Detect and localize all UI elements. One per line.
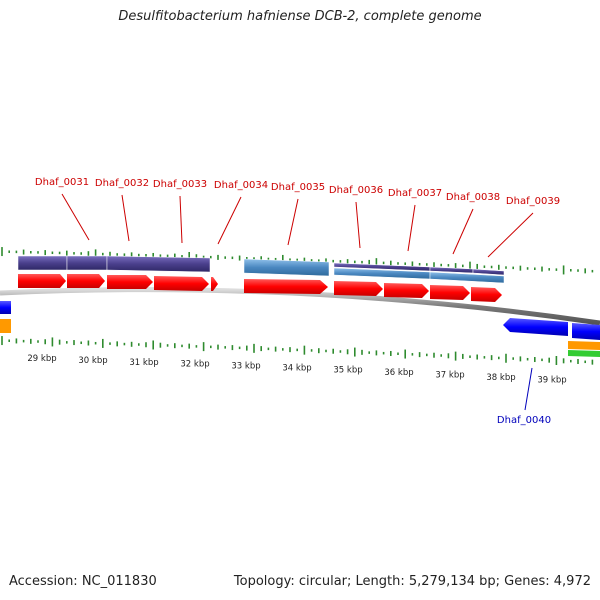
feature-block bbox=[568, 350, 600, 357]
cds-arrow bbox=[503, 318, 568, 336]
gene-label[interactable]: Dhaf_0031 bbox=[35, 177, 89, 188]
cds-arrow bbox=[244, 279, 328, 294]
gene-leader-line bbox=[355, 201, 361, 249]
gene-labels: Dhaf_0031 Dhaf_0032 Dhaf_0033 Dhaf_0034 Dhaf… bbox=[35, 177, 560, 426]
cds-arrow bbox=[334, 281, 383, 296]
gene-leader-line bbox=[407, 204, 416, 252]
forward-cds-track bbox=[18, 274, 502, 302]
gene-leader-line bbox=[452, 208, 474, 255]
gene-leader-line bbox=[61, 193, 90, 241]
feature-block bbox=[243, 258, 330, 277]
feature-track bbox=[17, 255, 505, 284]
scale-tick-label: 35 kbp bbox=[333, 365, 362, 375]
cds-arrow bbox=[471, 287, 502, 302]
gene-leader-line bbox=[524, 367, 533, 411]
gene-leader-line bbox=[121, 194, 130, 242]
cds-arrow bbox=[430, 285, 470, 300]
gene-label[interactable]: Dhaf_0038 bbox=[446, 192, 500, 203]
topology-label: Topology: circular; Length: 5,279,134 bp… bbox=[233, 574, 591, 589]
gene-label[interactable]: Dhaf_0033 bbox=[153, 179, 207, 190]
scale-tick-label: 33 kbp bbox=[231, 362, 260, 372]
extra-features bbox=[0, 319, 600, 357]
outer-tick-ring bbox=[1, 247, 594, 275]
cds-arrow bbox=[211, 277, 218, 291]
feature-block bbox=[106, 255, 211, 273]
gene-label[interactable]: Dhaf_0035 bbox=[271, 182, 325, 193]
scale-tick-label: 32 kbp bbox=[180, 360, 209, 370]
feature-block bbox=[472, 268, 505, 276]
accession-label: Accession: NC_011830 bbox=[9, 574, 157, 589]
scale-tick-label: 31 kbp bbox=[129, 358, 158, 368]
gene-label[interactable]: Dhaf_0037 bbox=[388, 188, 442, 199]
cds-arrow bbox=[384, 283, 429, 298]
scale-tick-label: 37 kbp bbox=[435, 370, 464, 380]
scale-tick-label: 29 kbp bbox=[27, 354, 56, 364]
gene-leader-line bbox=[217, 196, 242, 245]
cds-arrow bbox=[0, 301, 11, 314]
gene-leader-line bbox=[287, 198, 299, 246]
cds-arrow bbox=[67, 274, 105, 288]
gene-label[interactable]: Dhaf_0034 bbox=[214, 180, 268, 191]
gene-label[interactable]: Dhaf_0039 bbox=[506, 196, 560, 207]
feature-block bbox=[0, 319, 11, 333]
gene-leader-line bbox=[487, 212, 534, 258]
genome-backbone bbox=[0, 287, 600, 326]
feature-block bbox=[17, 255, 68, 271]
cds-arrow bbox=[154, 276, 209, 291]
gene-label[interactable]: Dhaf_0040 bbox=[497, 415, 551, 426]
scale-tick-label: 36 kbp bbox=[384, 368, 413, 378]
cds-arrow bbox=[18, 274, 66, 288]
gene-label[interactable]: Dhaf_0032 bbox=[95, 178, 149, 189]
scale-tick-label: 30 kbp bbox=[78, 356, 107, 366]
gene-label[interactable]: Dhaf_0036 bbox=[329, 185, 383, 196]
scale-labels: 29 kbp 30 kbp 31 kbp 32 kbp 33 kbp 34 kbp 35 k… bbox=[27, 354, 566, 385]
feature-block bbox=[429, 271, 505, 284]
feature-block bbox=[66, 255, 108, 271]
inner-tick-ring bbox=[1, 336, 594, 365]
scale-tick-label: 34 kbp bbox=[282, 364, 311, 374]
reverse-cds-track bbox=[0, 301, 600, 340]
cds-arrow bbox=[572, 323, 600, 340]
feature-block bbox=[568, 341, 600, 350]
map-title: Desulfitobacterium hafniense DCB-2, comp… bbox=[118, 9, 482, 24]
scale-tick-label: 39 kbp bbox=[537, 375, 566, 385]
gene-leader-line bbox=[179, 195, 183, 244]
cds-arrow bbox=[107, 275, 153, 289]
scale-tick-label: 38 kbp bbox=[486, 373, 515, 383]
